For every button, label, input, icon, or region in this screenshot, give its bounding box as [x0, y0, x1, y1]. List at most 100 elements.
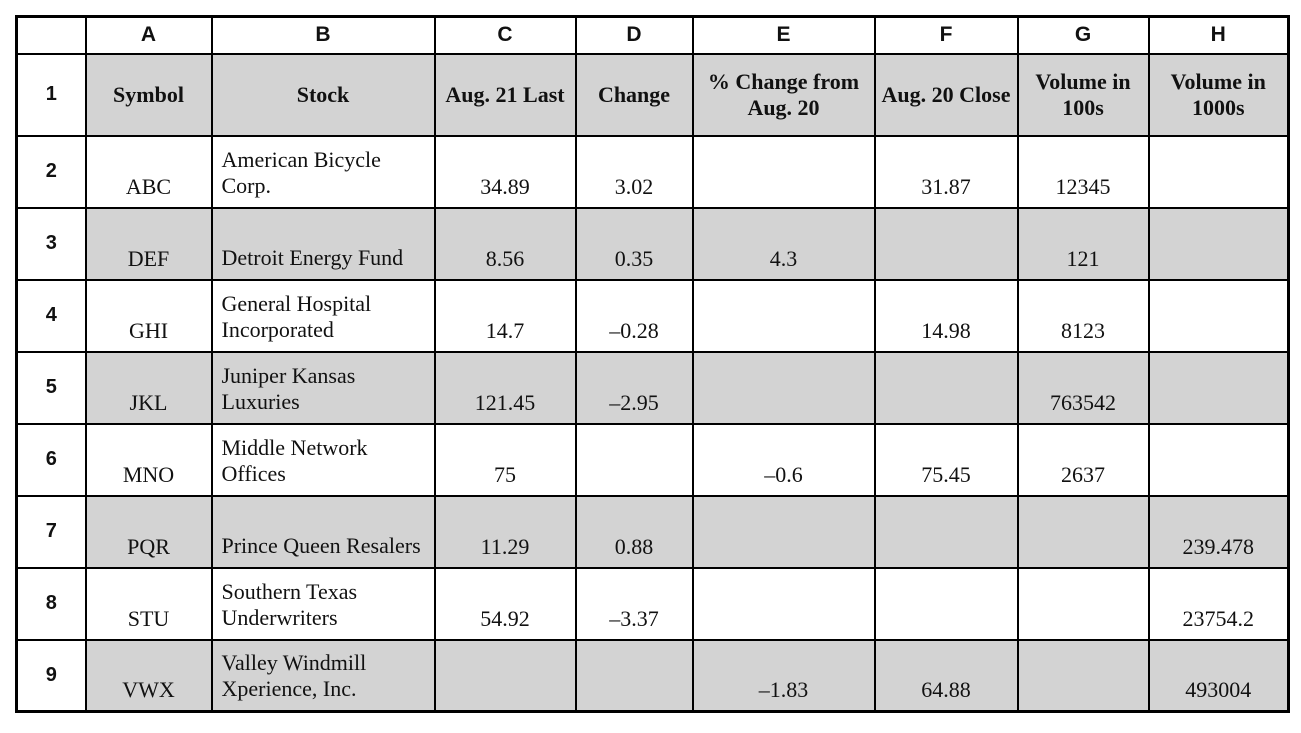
- table-body: 1 Symbol Stock Aug. 21 Last Change% Change f…: [15, 52, 1290, 713]
- cell-D3: 0.35: [574, 206, 694, 281]
- row-header-9: 9: [15, 638, 87, 713]
- row-header-4: 4: [15, 278, 87, 353]
- cell-C3: 8.56: [433, 206, 577, 281]
- table-row: 1 Symbol Stock Aug. 21 Last Change% Change f…: [15, 52, 1290, 137]
- cell-F7: [873, 494, 1019, 569]
- cell-H2: [1147, 134, 1290, 209]
- cell-C5: 121.45: [433, 350, 577, 425]
- cell-B2: American Bicycle Corp.: [210, 134, 436, 209]
- cell-D2: 3.02: [574, 134, 694, 209]
- cell-B1: Stock: [210, 52, 436, 137]
- cell-E3: 4.3: [691, 206, 876, 281]
- cell-H8: 23754.2: [1147, 566, 1290, 641]
- cell-F6: 75.45: [873, 422, 1019, 497]
- cell-E1: % Change from Aug. 20: [691, 52, 876, 137]
- col-header-H: H: [1147, 15, 1290, 55]
- row-header-6: 6: [15, 422, 87, 497]
- cell-D5: –2.95: [574, 350, 694, 425]
- cell-E9: –1.83: [691, 638, 876, 713]
- cell-F3: [873, 206, 1019, 281]
- cell-A7: PQR: [84, 494, 213, 569]
- cell-B7: Prince Queen Resalers: [210, 494, 436, 569]
- cell-B3: Detroit Energy Fund: [210, 206, 436, 281]
- table-row: 4 GHI General Hospital Incorporated 14.7 –0.…: [15, 278, 1290, 353]
- table-row: 5 JKL Juniper Kansas Luxuries 121.45 –2.95 76…: [15, 350, 1290, 425]
- cell-G6: 2637: [1016, 422, 1150, 497]
- col-header-F: F: [873, 15, 1019, 55]
- cell-A8: STU: [84, 566, 213, 641]
- cell-B6: Middle Network Offices: [210, 422, 436, 497]
- cell-B5: Juniper Kansas Luxuries: [210, 350, 436, 425]
- cell-F9: 64.88: [873, 638, 1019, 713]
- cell-E8: [691, 566, 876, 641]
- table-row: 8 STU Southern Texas Underwriters 54.92 –3.3…: [15, 566, 1290, 641]
- cell-D1: Change: [574, 52, 694, 137]
- cell-F4: 14.98: [873, 278, 1019, 353]
- cell-C9: [433, 638, 577, 713]
- cell-H3: [1147, 206, 1290, 281]
- cell-C6: 75: [433, 422, 577, 497]
- corner-cell: [15, 15, 87, 55]
- cell-G8: [1016, 566, 1150, 641]
- cell-B9: Valley Windmill Xperience, Inc.: [210, 638, 436, 713]
- row-header-1: 1: [15, 52, 87, 137]
- cell-D9: [574, 638, 694, 713]
- cell-E6: –0.6: [691, 422, 876, 497]
- col-header-A: A: [84, 15, 213, 55]
- cell-A9: VWX: [84, 638, 213, 713]
- cell-A2: ABC: [84, 134, 213, 209]
- cell-G3: 121: [1016, 206, 1150, 281]
- table-row: 9 VWX Valley Windmill Xperience, Inc. –1.83…: [15, 638, 1290, 713]
- col-header-B: B: [210, 15, 436, 55]
- cell-G4: 8123: [1016, 278, 1150, 353]
- cell-E5: [691, 350, 876, 425]
- cell-G5: 763542: [1016, 350, 1150, 425]
- cell-C8: 54.92: [433, 566, 577, 641]
- cell-H7: 239.478: [1147, 494, 1290, 569]
- cell-D6: [574, 422, 694, 497]
- cell-A4: GHI: [84, 278, 213, 353]
- cell-G1: Volume in 100s: [1016, 52, 1150, 137]
- col-header-E: E: [691, 15, 876, 55]
- cell-D4: –0.28: [574, 278, 694, 353]
- cell-C2: 34.89: [433, 134, 577, 209]
- cell-E4: [691, 278, 876, 353]
- cell-G2: 12345: [1016, 134, 1150, 209]
- cell-C4: 14.7: [433, 278, 577, 353]
- cell-D7: 0.88: [574, 494, 694, 569]
- col-header-C: C: [433, 15, 577, 55]
- row-header-7: 7: [15, 494, 87, 569]
- cell-H9: 493004: [1147, 638, 1290, 713]
- cell-F8: [873, 566, 1019, 641]
- cell-C1: Aug. 21 Last: [433, 52, 577, 137]
- row-header-3: 3: [15, 206, 87, 281]
- cell-G9: [1016, 638, 1150, 713]
- table-row: 7 PQR Prince Queen Resalers 11.29 0.88 239.47…: [15, 494, 1290, 569]
- cell-A1: Symbol: [84, 52, 213, 137]
- col-header-G: G: [1016, 15, 1150, 55]
- cell-A3: DEF: [84, 206, 213, 281]
- row-header-8: 8: [15, 566, 87, 641]
- col-header-D: D: [574, 15, 694, 55]
- row-header-5: 5: [15, 350, 87, 425]
- cell-B4: General Hospital Incorporated: [210, 278, 436, 353]
- cell-G7: [1016, 494, 1150, 569]
- cell-F5: [873, 350, 1019, 425]
- cell-F2: 31.87: [873, 134, 1019, 209]
- cell-E7: [691, 494, 876, 569]
- table-row: 3 DEF Detroit Energy Fund 8.56 0.35 4.3 121: [15, 206, 1290, 281]
- cell-F1: Aug. 20 Close: [873, 52, 1019, 137]
- cell-A6: MNO: [84, 422, 213, 497]
- cell-B8: Southern Texas Underwriters: [210, 566, 436, 641]
- cell-A5: JKL: [84, 350, 213, 425]
- cell-H6: [1147, 422, 1290, 497]
- row-header-2: 2: [15, 134, 87, 209]
- cell-H1: Volume in 1000s: [1147, 52, 1290, 137]
- cell-D8: –3.37: [574, 566, 694, 641]
- cell-H5: [1147, 350, 1290, 425]
- table-row: 2 ABC American Bicycle Corp. 34.89 3.02 31.87…: [15, 134, 1290, 209]
- cell-H4: [1147, 278, 1290, 353]
